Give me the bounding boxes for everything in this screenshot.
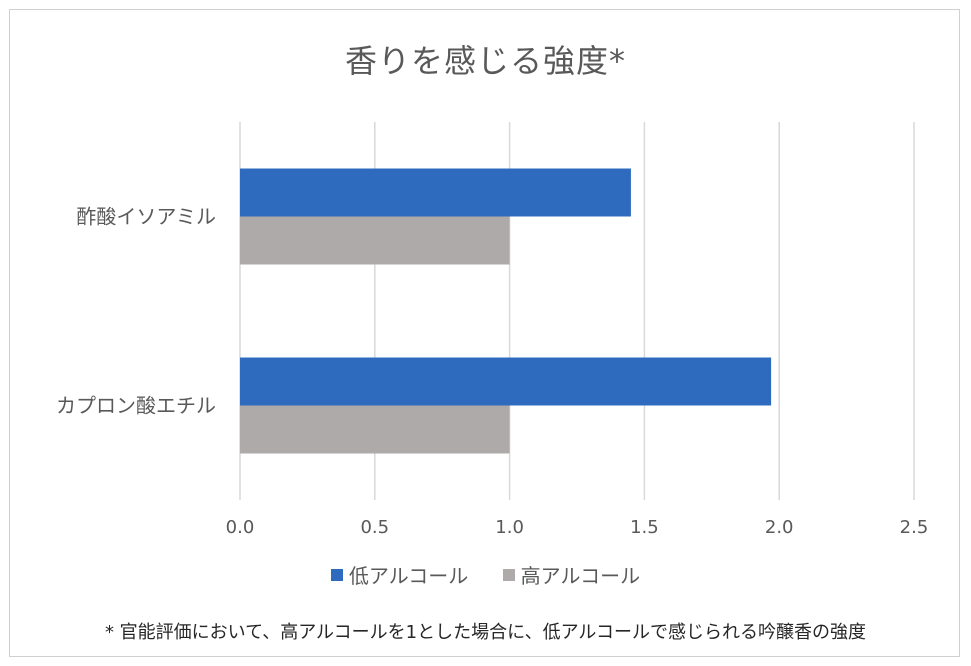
x-tick-label: 2.5 [900, 517, 929, 538]
bar-low [240, 357, 772, 406]
legend-swatch-high [502, 568, 515, 581]
x-tick-label: 1.5 [630, 517, 659, 538]
legend-item-high: 高アルコール [502, 560, 641, 589]
legend-item-low: 低アルコール [330, 560, 469, 589]
legend-swatch-low [330, 568, 343, 581]
footnote: * 官能評価において、高アルコールを1とした場合に、低アルコールで感じられる吟醸… [104, 622, 867, 643]
chart-frame [9, 9, 960, 657]
bar-high [240, 405, 510, 454]
chart-title: 香りを感じる強度* [344, 42, 626, 80]
category-label: 酢酸イソアミル [76, 205, 216, 229]
category-label: カプロン酸エチル [56, 394, 216, 418]
legend-label-low: 低アルコール [348, 564, 469, 588]
x-tick-label: 2.0 [765, 517, 794, 538]
bar-high [240, 216, 510, 265]
bar-low [240, 168, 631, 217]
legend-label-high: 高アルコール [520, 564, 641, 588]
x-tick-label: 0.0 [226, 517, 255, 538]
x-tick-label: 1.0 [495, 517, 524, 538]
legend: 低アルコール 高アルコール [0, 560, 971, 589]
x-tick-label: 0.5 [360, 517, 389, 538]
